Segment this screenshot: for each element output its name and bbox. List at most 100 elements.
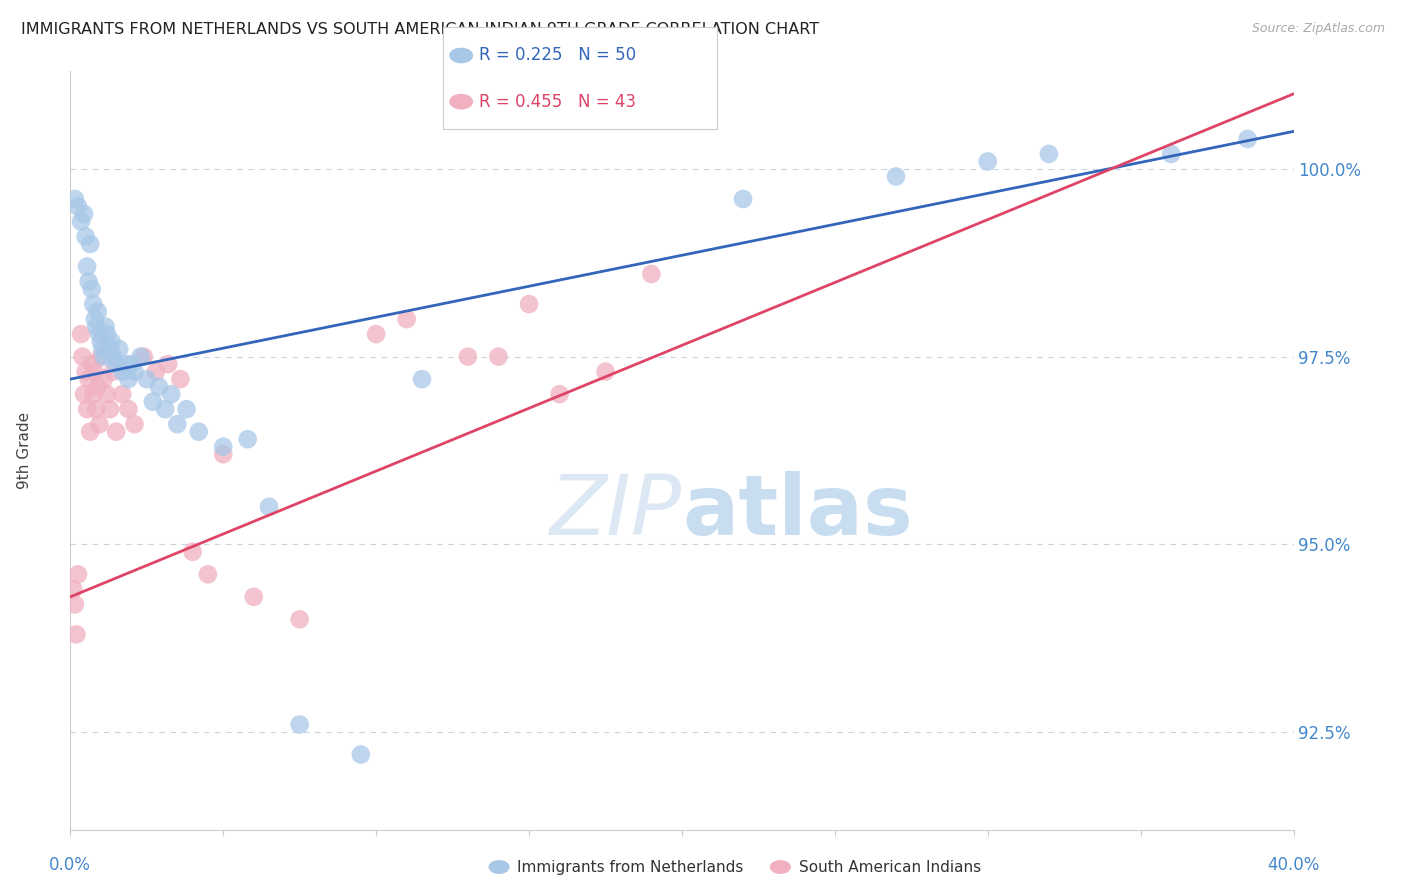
Point: [129, 350, 152, 364]
Point: [65, 627, 87, 641]
Point: [66, 567, 89, 582]
Text: IMMIGRANTS FROM NETHERLANDS VS SOUTH AMERICAN INDIAN 9TH GRADE CORRELATION CHART: IMMIGRANTS FROM NETHERLANDS VS SOUTH AME…: [21, 22, 820, 37]
Point: [114, 357, 136, 371]
Text: 0.0%: 0.0%: [49, 855, 91, 874]
Point: [121, 357, 143, 371]
Point: [82, 297, 104, 311]
Point: [548, 387, 571, 401]
Point: [87, 379, 110, 393]
Point: [73, 207, 96, 221]
Point: [98, 342, 121, 356]
Point: [157, 357, 180, 371]
Point: [105, 425, 128, 439]
Text: R = 0.225   N = 50: R = 0.225 N = 50: [479, 46, 637, 64]
Point: [90, 334, 112, 349]
Point: [350, 747, 373, 762]
Point: [160, 387, 183, 401]
Text: Source: ZipAtlas.com: Source: ZipAtlas.com: [1251, 22, 1385, 36]
Point: [257, 500, 280, 514]
Point: [77, 275, 100, 289]
Point: [288, 717, 311, 731]
Point: [79, 425, 101, 439]
Point: [411, 372, 433, 386]
Text: 40.0%: 40.0%: [1267, 855, 1320, 874]
Point: [153, 402, 176, 417]
Point: [145, 365, 167, 379]
Point: [98, 402, 121, 417]
Point: [66, 199, 89, 213]
Point: [1160, 147, 1182, 161]
Point: [101, 365, 124, 379]
Text: South American Indians: South American Indians: [799, 860, 981, 874]
Point: [142, 394, 165, 409]
Point: [288, 612, 311, 626]
Text: ZIP: ZIP: [550, 471, 682, 551]
Point: [197, 567, 219, 582]
Point: [91, 342, 114, 356]
Point: [89, 327, 111, 342]
Text: 9th Grade: 9th Grade: [17, 412, 32, 489]
Text: atlas: atlas: [682, 471, 912, 551]
Point: [70, 327, 93, 342]
Point: [236, 432, 259, 446]
Point: [212, 447, 235, 461]
Point: [84, 319, 107, 334]
Point: [517, 297, 540, 311]
Point: [181, 545, 204, 559]
Point: [976, 154, 998, 169]
Point: [87, 304, 110, 318]
Point: [101, 350, 124, 364]
Point: [488, 350, 510, 364]
Point: [100, 334, 122, 349]
Point: [62, 582, 84, 597]
Point: [63, 192, 86, 206]
Point: [148, 379, 170, 393]
Point: [83, 365, 105, 379]
Point: [73, 387, 96, 401]
Point: [166, 417, 188, 432]
Point: [105, 357, 128, 371]
Point: [76, 402, 98, 417]
Point: [731, 192, 754, 206]
Point: [93, 372, 115, 386]
Point: [135, 372, 157, 386]
Point: [111, 365, 134, 379]
Point: [212, 440, 235, 454]
Text: Immigrants from Netherlands: Immigrants from Netherlands: [517, 860, 744, 874]
Point: [63, 598, 86, 612]
Point: [366, 327, 388, 342]
Point: [76, 260, 98, 274]
Point: [96, 387, 118, 401]
Point: [89, 417, 111, 432]
Point: [595, 365, 617, 379]
Point: [94, 319, 117, 334]
Point: [243, 590, 266, 604]
Point: [187, 425, 209, 439]
Point: [640, 267, 662, 281]
Point: [75, 229, 97, 244]
Point: [169, 372, 191, 386]
Text: R = 0.455   N = 43: R = 0.455 N = 43: [479, 93, 637, 111]
Point: [176, 402, 198, 417]
Point: [79, 237, 101, 252]
Point: [70, 214, 93, 228]
Point: [82, 387, 104, 401]
Point: [80, 357, 103, 371]
Point: [96, 327, 118, 342]
Point: [80, 282, 103, 296]
Point: [83, 312, 105, 326]
Point: [77, 372, 100, 386]
Point: [1236, 132, 1258, 146]
Point: [117, 402, 139, 417]
Point: [108, 342, 131, 356]
Point: [111, 387, 134, 401]
Point: [132, 350, 155, 364]
Point: [124, 417, 146, 432]
Point: [395, 312, 418, 326]
Point: [72, 350, 94, 364]
Point: [75, 365, 97, 379]
Point: [1038, 147, 1060, 161]
Point: [93, 350, 115, 364]
Point: [457, 350, 479, 364]
Point: [124, 365, 146, 379]
